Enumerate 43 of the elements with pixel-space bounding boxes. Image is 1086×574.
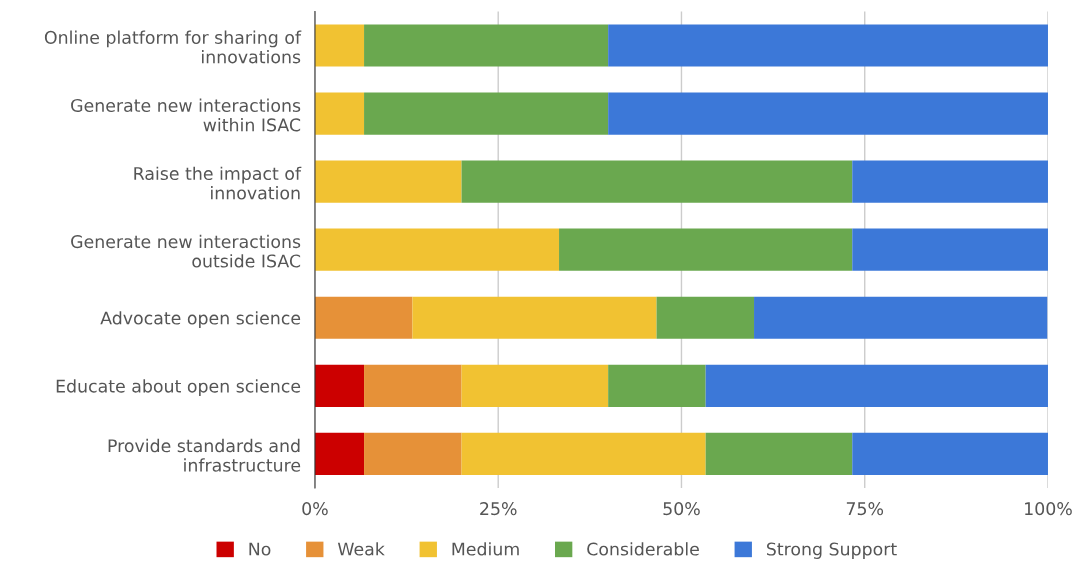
bar xyxy=(364,432,462,475)
y-tick-label: Advocate open science xyxy=(100,311,301,328)
bar xyxy=(852,228,1048,271)
bar xyxy=(364,24,609,67)
bar xyxy=(852,432,1048,475)
bar xyxy=(608,364,706,407)
bar xyxy=(461,364,609,407)
bar xyxy=(364,92,609,135)
y-tick-label: Educate about open science xyxy=(56,379,301,397)
y-tick-label: Generate new interactions outside ISAC xyxy=(71,234,301,268)
bar xyxy=(608,24,1048,67)
bar xyxy=(461,432,706,475)
bar xyxy=(314,228,560,271)
bar xyxy=(314,364,365,407)
bar xyxy=(705,364,1048,407)
bar xyxy=(656,296,755,339)
x-tick-label: 0% xyxy=(302,502,328,516)
x-tick-label: 50% xyxy=(663,502,700,516)
bar xyxy=(705,432,853,475)
bar xyxy=(364,364,462,407)
bar xyxy=(314,92,365,135)
bar xyxy=(314,432,365,475)
legend-label: No xyxy=(249,542,271,556)
bar xyxy=(852,160,1048,203)
y-tick-label: Raise the impact of innovation xyxy=(134,166,302,200)
bar xyxy=(314,296,413,339)
bar xyxy=(461,160,853,203)
y-tick-label: Online platform for sharing of innovations xyxy=(44,30,302,64)
bar xyxy=(314,160,462,203)
bar xyxy=(608,92,1048,135)
x-tick-label: 100% xyxy=(1025,502,1072,516)
bar xyxy=(314,24,365,67)
bar xyxy=(412,296,657,339)
legend-label: Medium xyxy=(452,542,519,556)
x-tick-label: 75% xyxy=(846,502,884,516)
legend-label: Strong Support xyxy=(766,542,897,559)
legend-label: Weak xyxy=(337,542,385,556)
x-tick-label: 25% xyxy=(480,502,517,516)
bar xyxy=(559,228,853,271)
y-tick-label: Generate new interactions within ISAC xyxy=(71,98,301,132)
bar xyxy=(754,296,1048,339)
y-tick-label: Provide standards and infrastructure xyxy=(108,438,301,472)
legend-label: Considerable xyxy=(587,542,699,556)
